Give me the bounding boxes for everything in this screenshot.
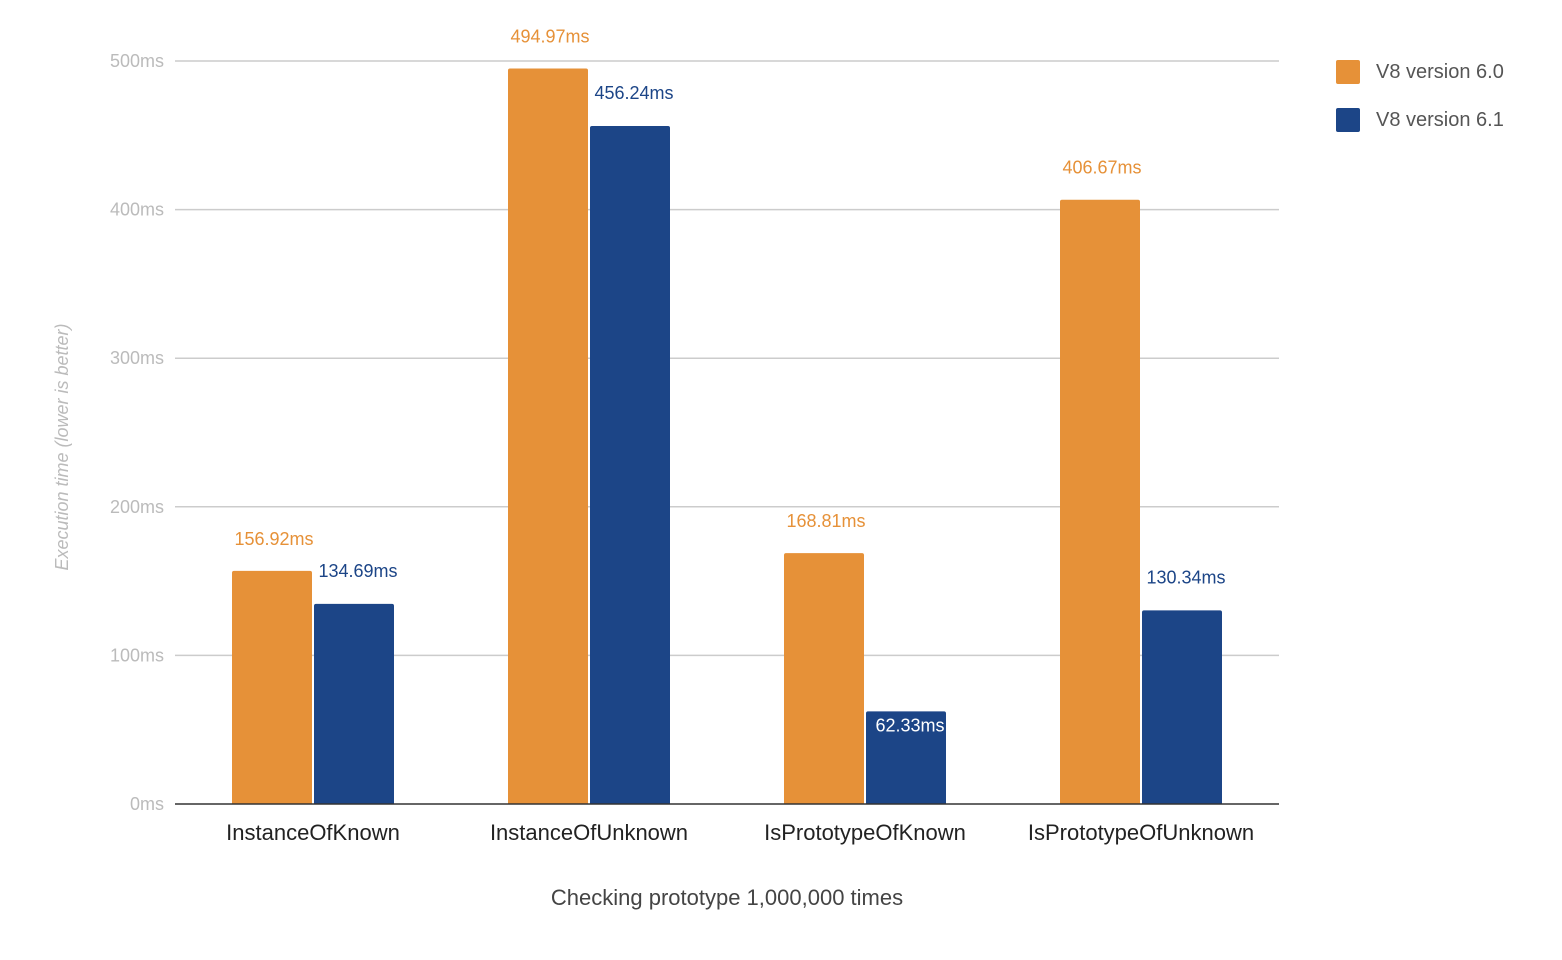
y-tick-label: 500ms <box>110 51 164 71</box>
legend-item-v8-6-1[interactable]: V8 version 6.1 <box>1336 96 1504 144</box>
x-axis-ticks: InstanceOfKnown InstanceOfUnknown IsProtot… <box>226 820 1254 845</box>
y-axis-ticks: 0ms 100ms 200ms 300ms 400ms 500ms <box>110 51 164 814</box>
bar-data-label: 168.81ms <box>786 511 865 531</box>
bar-data-label: 134.69ms <box>318 561 397 581</box>
bar <box>590 126 670 805</box>
bar-data-label: 130.34ms <box>1146 567 1225 587</box>
bar <box>784 553 864 804</box>
legend-item-v8-6-0[interactable]: V8 version 6.0 <box>1336 48 1504 96</box>
y-tick-label: 300ms <box>110 348 164 368</box>
bar <box>1060 199 1140 805</box>
bar <box>866 711 946 804</box>
bar-data-label: 406.67ms <box>1062 158 1141 178</box>
bar <box>314 603 394 804</box>
legend-label: V8 version 6.1 <box>1376 108 1504 131</box>
y-axis-label: Execution time (lower is better) <box>52 323 72 570</box>
bar <box>232 570 312 804</box>
x-axis-label: Checking prototype 1,000,000 times <box>551 885 903 910</box>
legend-swatch-v8-6-0 <box>1336 60 1360 84</box>
y-tick-label: 200ms <box>110 497 164 517</box>
bar-data-label: 156.92ms <box>234 529 313 549</box>
x-tick-label: InstanceOfKnown <box>226 820 400 845</box>
y-tick-label: 0ms <box>130 794 164 814</box>
legend: V8 version 6.0 V8 version 6.1 <box>1336 48 1504 144</box>
bar <box>508 68 588 804</box>
x-tick-label: IsPrototypeOfKnown <box>764 820 966 845</box>
x-tick-label: InstanceOfUnknown <box>490 820 688 845</box>
bars <box>232 68 1222 805</box>
bar-data-label: 456.24ms <box>594 83 673 103</box>
bar <box>1142 610 1222 804</box>
bar-data-label: 62.33ms <box>875 715 944 735</box>
x-tick-label: IsPrototypeOfUnknown <box>1028 820 1254 845</box>
legend-swatch-v8-6-1 <box>1336 108 1360 132</box>
y-tick-label: 100ms <box>110 645 164 665</box>
bar-data-label: 494.97ms <box>510 26 589 46</box>
legend-label: V8 version 6.0 <box>1376 60 1504 83</box>
y-tick-label: 400ms <box>110 200 164 220</box>
